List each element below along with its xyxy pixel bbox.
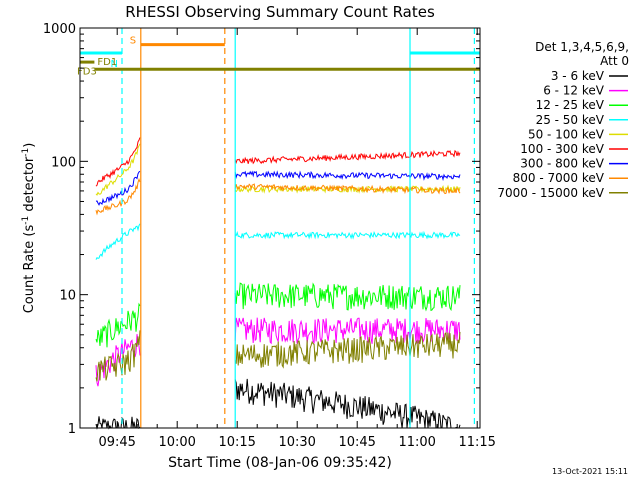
- y-axis-label-mid: detector: [22, 156, 37, 216]
- series-5-segment-0: [95, 137, 141, 187]
- x-tick-label-1: 10:00: [158, 435, 195, 450]
- y-axis-ticks: 1 10 100 1000: [43, 22, 480, 437]
- y-axis-label: Count Rate (s-1 detector-1): [21, 143, 37, 314]
- legend-label-8: 7000 - 15000 keV: [497, 186, 604, 200]
- x-tick-label-5: 11:00: [398, 435, 435, 450]
- marker-lines: [121, 28, 475, 428]
- y-axis-label-sup1: -1: [21, 216, 31, 225]
- series-2-segment-1: [234, 282, 461, 312]
- legend-label-0: 3 - 6 keV: [551, 69, 605, 83]
- y-tick-label-1: 10: [59, 289, 76, 304]
- series-8-segment-0: [95, 330, 141, 382]
- legend-label-3: 25 - 50 keV: [536, 113, 605, 127]
- series-7-segment-0: [95, 177, 141, 216]
- x-tick-label-2: 10:15: [218, 435, 255, 450]
- legend-label-2: 12 - 25 keV: [536, 98, 605, 112]
- legend-label-7: 800 - 7000 keV: [513, 171, 605, 185]
- annotation-label-0: N: [111, 59, 118, 70]
- legend-label-5: 100 - 300 keV: [520, 142, 604, 156]
- series-5-segment-1: [234, 149, 461, 165]
- annotation-label-3: FD1: [97, 57, 117, 68]
- legend-label-4: 50 - 100 keV: [528, 127, 605, 141]
- series-3-segment-0: [95, 223, 141, 260]
- x-tick-label-0: 09:45: [98, 435, 135, 450]
- legend-header-line1: Det 1,3,4,5,6,9,: [535, 40, 629, 54]
- legend-header-line2: Att 0: [600, 54, 629, 68]
- y-axis-label-sup2: -1: [21, 148, 31, 157]
- series-7-segment-1: [234, 183, 461, 195]
- series-layer: [95, 137, 461, 430]
- x-axis-ticks: 09:45 10:00 10:15 10:30 10:45 11:00 11:15: [96, 28, 496, 450]
- x-tick-label-4: 10:45: [338, 435, 375, 450]
- x-tick-label-3: 10:30: [278, 435, 315, 450]
- series-0-segment-1: [234, 378, 461, 429]
- series-6-segment-0: [95, 170, 141, 206]
- series-8-segment-1: [234, 331, 461, 369]
- series-4-segment-0: [95, 143, 141, 196]
- plot-frame: [79, 27, 481, 429]
- chart-title: RHESSI Observing Summary Count Rates: [125, 3, 435, 21]
- legend-label-6: 300 - 800 keV: [520, 157, 604, 171]
- y-tick-label-0: 1: [68, 422, 76, 437]
- annotation-label-4: FD3: [77, 66, 97, 77]
- legend-label-1: 6 - 12 keV: [543, 84, 605, 98]
- x-axis-label: Start Time (08-Jan-06 09:35:42): [168, 455, 392, 471]
- series-3-segment-1: [234, 230, 461, 240]
- y-axis-label-end: ): [22, 143, 37, 148]
- series-6-segment-1: [234, 170, 461, 182]
- annotation-label-2: S: [130, 36, 136, 47]
- generation-timestamp: 13-Oct-2021 15:11: [552, 467, 628, 476]
- series-0-segment-0: [95, 416, 141, 430]
- y-tick-label-2: 100: [51, 155, 76, 170]
- series-2-segment-0: [95, 302, 141, 348]
- y-axis-label-main: Count Rate (s: [22, 225, 37, 314]
- x-tick-label-6: 11:15: [458, 435, 495, 450]
- y-tick-label-3: 1000: [43, 22, 76, 37]
